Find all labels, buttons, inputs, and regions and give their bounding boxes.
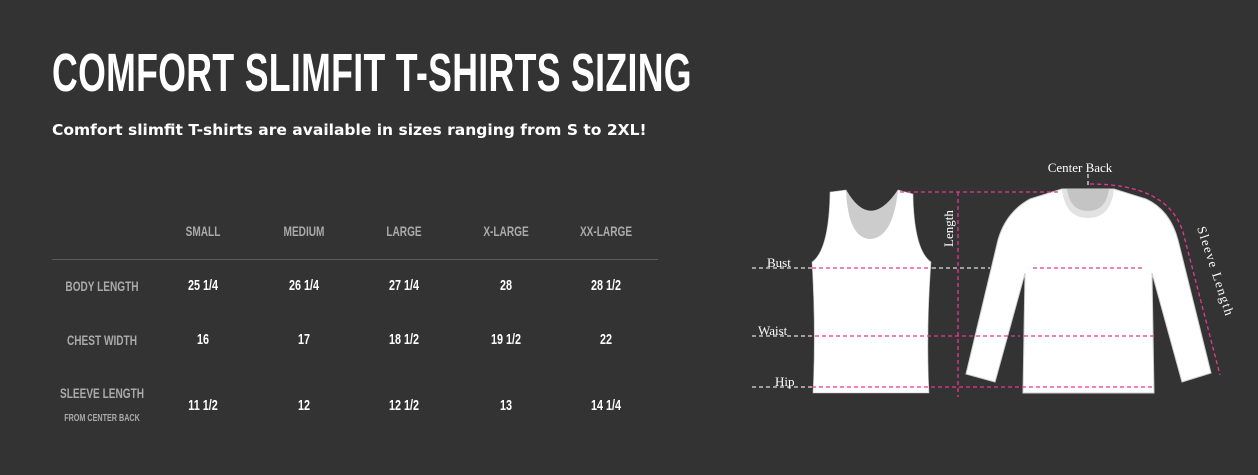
table-cell: 13 <box>499 397 513 414</box>
table-cell: 26 1/4 <box>288 277 320 294</box>
page-subtitle: Comfort slimfit T-shirts are available i… <box>52 121 647 139</box>
column-header-medium: MEDIUM <box>283 223 325 239</box>
sleeve-length-label: Sleeve Length <box>1194 224 1237 318</box>
column-header-x-large: X-LARGE <box>483 223 529 239</box>
table-cell: 22 <box>599 331 613 348</box>
column-header-small: SMALL <box>185 223 221 239</box>
row-label-sleeve-length: SLEEVE LENGTH <box>59 385 145 401</box>
row-label-chest-width: CHEST WIDTH <box>67 332 137 348</box>
table-cell: 11 1/2 <box>188 397 218 414</box>
row-sublabel-from-center-back: FROM CENTER BACK <box>64 413 140 424</box>
sleeve-length-measure-line <box>1089 183 1221 376</box>
table-cell: 12 <box>297 397 311 414</box>
header-divider <box>52 259 658 260</box>
page-title: COMFORT SLIMFIT T-SHIRTS SIZING <box>52 43 692 103</box>
column-header-large: LARGE <box>386 223 422 239</box>
waist-label: Waist <box>758 323 788 338</box>
table-cell: 27 1/4 <box>388 277 420 294</box>
hip-label: Hip <box>775 374 795 389</box>
center-back-label: Center Back <box>1048 160 1113 175</box>
column-header-xx-large: XX-LARGE <box>579 223 633 239</box>
tank-top-illustration <box>811 189 932 394</box>
table-cell: 25 1/4 <box>187 277 219 294</box>
table-cell: 28 1/2 <box>590 277 622 294</box>
row-label-body-length: BODY LENGTH <box>65 278 139 294</box>
bust-label: Bust <box>767 255 791 270</box>
length-label: Length <box>941 210 956 247</box>
table-cell: 17 <box>297 331 311 348</box>
table-cell: 16 <box>196 331 210 348</box>
table-cell: 12 1/2 <box>388 397 420 414</box>
table-cell: 19 1/2 <box>490 331 522 348</box>
table-cell: 14 1/4 <box>590 397 622 414</box>
table-cell: 28 <box>499 277 513 294</box>
table-cell: 18 1/2 <box>388 331 420 348</box>
long-sleeve-shirt-illustration <box>965 188 1212 394</box>
